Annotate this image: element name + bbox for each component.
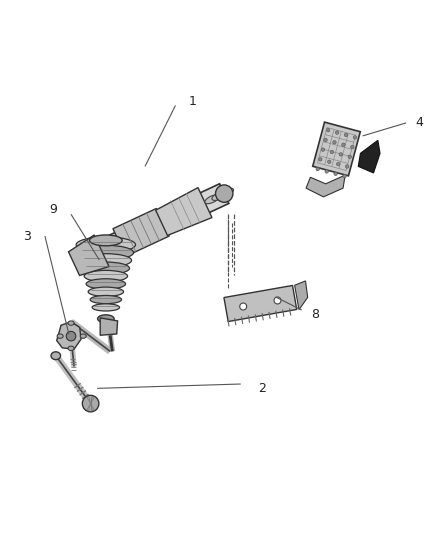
Ellipse shape xyxy=(321,148,325,151)
Ellipse shape xyxy=(346,165,349,168)
Polygon shape xyxy=(57,322,81,349)
Polygon shape xyxy=(306,175,345,197)
Ellipse shape xyxy=(344,133,348,137)
Ellipse shape xyxy=(324,138,327,142)
Ellipse shape xyxy=(80,334,86,338)
Ellipse shape xyxy=(343,174,346,178)
Ellipse shape xyxy=(215,185,233,203)
Ellipse shape xyxy=(350,146,354,149)
Text: 3: 3 xyxy=(24,230,32,243)
Ellipse shape xyxy=(78,245,134,260)
Text: 8: 8 xyxy=(311,308,319,321)
Text: 1: 1 xyxy=(189,95,197,108)
Ellipse shape xyxy=(90,295,122,304)
Ellipse shape xyxy=(342,143,345,147)
Ellipse shape xyxy=(219,188,233,197)
Ellipse shape xyxy=(274,297,281,304)
Ellipse shape xyxy=(68,346,74,351)
Ellipse shape xyxy=(326,128,330,132)
Text: 9: 9 xyxy=(49,204,57,216)
Polygon shape xyxy=(295,281,307,310)
Ellipse shape xyxy=(80,254,131,267)
Polygon shape xyxy=(224,286,297,321)
Polygon shape xyxy=(313,122,360,176)
Ellipse shape xyxy=(205,195,219,204)
Ellipse shape xyxy=(92,304,120,311)
Ellipse shape xyxy=(84,270,127,282)
Ellipse shape xyxy=(212,191,226,200)
Polygon shape xyxy=(68,235,109,276)
Ellipse shape xyxy=(89,235,122,246)
Ellipse shape xyxy=(333,141,336,144)
Ellipse shape xyxy=(51,352,60,360)
Polygon shape xyxy=(155,188,212,236)
Ellipse shape xyxy=(334,172,337,175)
Ellipse shape xyxy=(82,262,130,274)
Polygon shape xyxy=(77,184,229,270)
Ellipse shape xyxy=(339,152,343,156)
Ellipse shape xyxy=(88,287,124,296)
Ellipse shape xyxy=(57,334,63,338)
Ellipse shape xyxy=(66,332,76,341)
Text: 4: 4 xyxy=(415,116,423,130)
Polygon shape xyxy=(358,140,380,173)
Text: 2: 2 xyxy=(258,382,266,395)
Polygon shape xyxy=(100,318,117,335)
Ellipse shape xyxy=(348,155,351,158)
Ellipse shape xyxy=(325,169,328,173)
Ellipse shape xyxy=(316,167,319,171)
Ellipse shape xyxy=(76,237,135,253)
Ellipse shape xyxy=(318,158,322,161)
Ellipse shape xyxy=(353,135,357,139)
Ellipse shape xyxy=(328,160,331,164)
Ellipse shape xyxy=(336,131,339,134)
Polygon shape xyxy=(113,208,169,256)
Ellipse shape xyxy=(240,303,247,310)
Ellipse shape xyxy=(98,315,114,322)
Ellipse shape xyxy=(86,279,126,289)
Ellipse shape xyxy=(68,321,74,325)
Polygon shape xyxy=(81,207,183,266)
Ellipse shape xyxy=(82,395,99,412)
Ellipse shape xyxy=(330,150,334,154)
Ellipse shape xyxy=(336,163,340,166)
